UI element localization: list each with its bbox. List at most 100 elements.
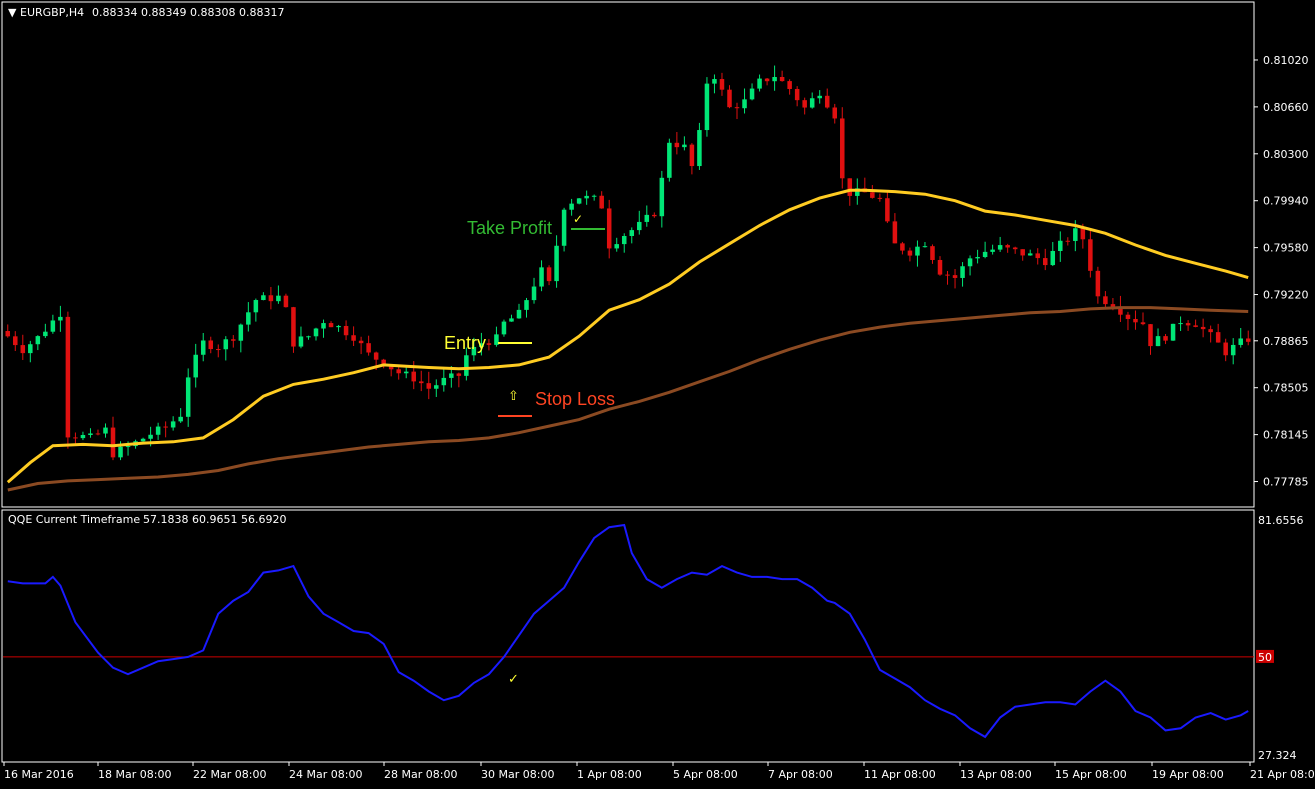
candle-body <box>727 89 732 108</box>
candle-body <box>223 339 229 350</box>
y-tick-label: 0.78505 <box>1263 382 1309 395</box>
candle-body <box>1223 342 1228 356</box>
candle-body <box>216 349 221 351</box>
candle-body <box>261 295 266 301</box>
candle-body <box>524 300 529 310</box>
symbol-label: EURGBP,H4 <box>20 6 84 19</box>
candle-body <box>80 435 86 439</box>
candle-body <box>847 178 853 196</box>
candle-body <box>441 377 447 386</box>
candle-body <box>1200 326 1206 330</box>
candle-body <box>351 335 356 341</box>
candle-body <box>1215 332 1221 343</box>
candle-body <box>148 434 153 439</box>
x-tick-label: 13 Apr 08:00 <box>960 768 1032 781</box>
indicator-panel-frame <box>1 509 1255 763</box>
candle-body <box>411 371 416 382</box>
candle-body <box>629 230 635 237</box>
candle-body <box>366 343 371 353</box>
candle-body <box>140 438 146 442</box>
candle-body <box>388 366 394 370</box>
candle-body <box>734 107 740 109</box>
x-tick-label: 1 Apr 08:00 <box>577 768 642 781</box>
candle-body <box>321 323 326 329</box>
candle-body <box>907 250 913 256</box>
candle-body <box>1245 338 1251 342</box>
candle-body <box>426 383 432 389</box>
candle-body <box>576 198 582 204</box>
slow-ma-line <box>7 306 1249 492</box>
candle-body <box>817 95 822 99</box>
candle-body <box>449 373 454 378</box>
candle-body <box>1178 323 1183 325</box>
candle-body <box>291 307 296 347</box>
candle-body <box>1088 239 1093 271</box>
candle-body <box>336 325 341 328</box>
candle-body <box>1193 325 1198 327</box>
candle-body <box>614 244 619 249</box>
candle-body <box>509 318 514 322</box>
candle-body <box>103 427 108 434</box>
signal-check-icon: ✓ <box>508 672 519 687</box>
candle-body <box>644 214 650 222</box>
candle-body <box>712 79 717 84</box>
candle-body <box>358 340 364 344</box>
candle-body <box>1133 318 1138 323</box>
candle-body <box>20 345 26 354</box>
candle-body <box>787 81 792 89</box>
candle-body <box>569 203 574 210</box>
candle-body <box>253 300 259 313</box>
candle-body <box>870 192 875 198</box>
x-tick-label: 30 Mar 08:00 <box>481 768 554 781</box>
x-tick-label: 11 Apr 08:00 <box>864 768 936 781</box>
level-50-badge <box>1256 649 1274 663</box>
candle-body <box>1185 323 1191 326</box>
candle-body <box>749 88 755 100</box>
candle-body <box>516 309 522 319</box>
x-tick-label: 28 Mar 08:00 <box>384 768 457 781</box>
entry-arrow-icon: ⇧ <box>508 389 519 404</box>
candle-body <box>809 98 815 108</box>
candle-body <box>674 142 680 148</box>
candle-body <box>772 77 777 82</box>
candle-body <box>719 79 725 90</box>
candle-body <box>621 236 627 245</box>
candle-body <box>930 246 935 260</box>
candle-body <box>892 221 898 244</box>
candle-body <box>1155 336 1161 347</box>
candle-body <box>125 446 131 448</box>
candle-body <box>298 336 304 347</box>
candle-body <box>1065 240 1071 242</box>
candle-body <box>832 107 838 119</box>
fast-ma-line <box>6 188 1249 484</box>
ohlc-values: 0.88334 0.88349 0.88308 0.88317 <box>92 6 284 19</box>
candle-body <box>155 426 161 435</box>
x-tick-label: 24 Mar 08:00 <box>289 768 362 781</box>
candle-body <box>486 343 492 345</box>
candle-body <box>494 334 499 345</box>
take-profit-label: Take Profit <box>467 218 552 238</box>
candle-body <box>200 340 206 355</box>
candle-body <box>268 295 274 302</box>
candle-body <box>1110 304 1116 308</box>
candle-body <box>1238 338 1243 345</box>
candle-body <box>1170 323 1176 341</box>
y-tick-label: 0.80300 <box>1263 148 1309 161</box>
header-dropdown-icon[interactable]: ▼ <box>8 6 17 19</box>
candle-body <box>1005 245 1010 248</box>
candle-body <box>418 381 424 384</box>
candle-body <box>1058 240 1063 252</box>
x-tick-label: 22 Mar 08:00 <box>193 768 266 781</box>
candle-body <box>591 195 597 197</box>
x-tick-label: 19 Apr 08:00 <box>1152 768 1224 781</box>
candle-body <box>937 259 943 275</box>
candle-body <box>65 316 71 438</box>
candle-body <box>1125 314 1131 319</box>
y-tick-label: 0.79940 <box>1263 195 1309 208</box>
entry-label: Entry <box>444 333 486 353</box>
candle-body <box>328 323 334 328</box>
candle-body <box>1163 336 1168 341</box>
